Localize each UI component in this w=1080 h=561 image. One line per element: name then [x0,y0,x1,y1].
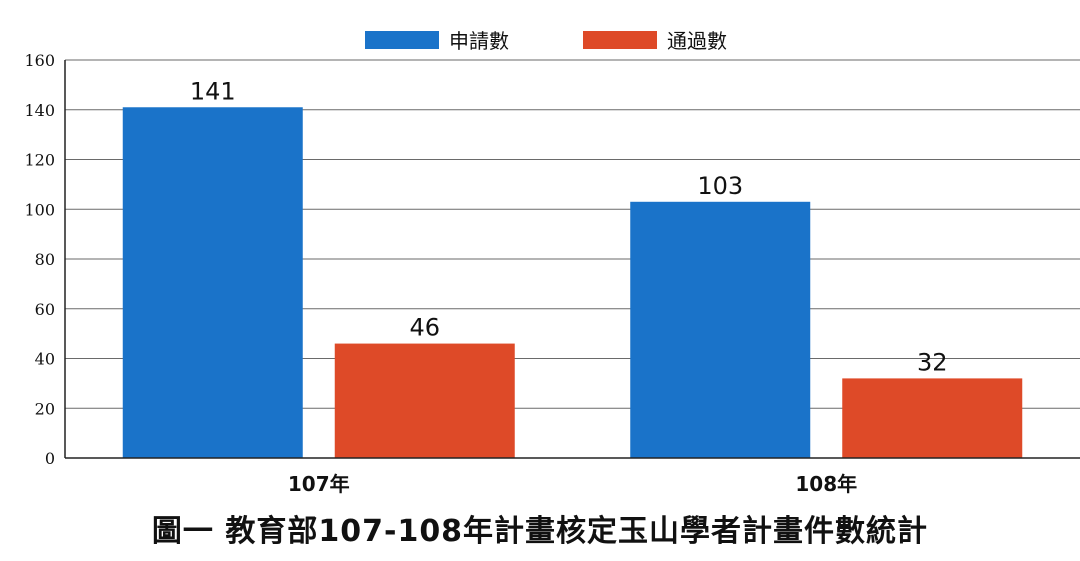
y-tick-label: 0 [45,449,55,468]
data-label: 32 [917,348,948,376]
y-axis-ticks: 0 20 40 60 80 100 120 140 160 [24,51,55,468]
bar [842,378,1023,458]
legend-swatch [583,31,657,49]
x-axis-ticks: 107年 108年 [288,472,857,496]
legend-label: 申請數 [449,29,509,53]
bars: 141 46 103 32 [122,77,1023,458]
bar [630,201,811,458]
legend-swatch [365,31,439,49]
y-tick-label: 100 [24,200,55,219]
legend-label: 通過數 [667,29,727,53]
y-tick-label: 160 [24,51,55,70]
data-label: 103 [697,172,743,200]
data-label: 141 [190,77,236,105]
x-tick-label: 107年 [288,472,350,496]
y-tick-label: 80 [35,250,55,269]
y-tick-label: 60 [35,300,55,319]
data-label: 46 [409,314,440,342]
axes [64,60,1080,459]
y-tick-label: 40 [35,350,55,369]
x-tick-label: 108年 [795,472,857,496]
bar [122,107,303,458]
y-tick-label: 20 [35,399,55,418]
y-tick-label: 140 [24,101,55,120]
legend: 申請數 通過數 [365,29,727,53]
chart-caption: 圖一 教育部107-108年計畫核定玉山學者計畫件數統計 [151,514,929,549]
bar [334,343,515,458]
y-tick-label: 120 [24,151,55,170]
